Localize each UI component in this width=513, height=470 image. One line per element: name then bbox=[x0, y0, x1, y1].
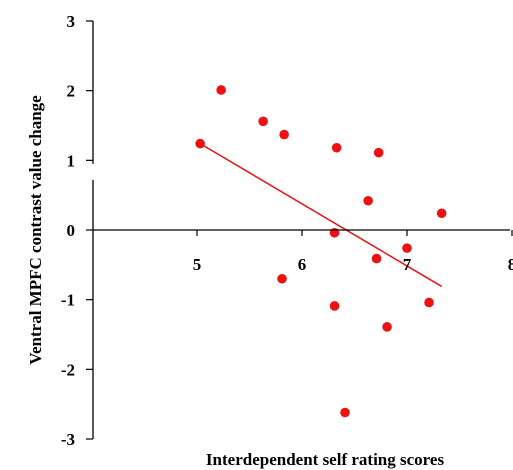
x-tick-label: 6 bbox=[298, 255, 307, 274]
data-point bbox=[216, 85, 226, 95]
y-tick-label: -2 bbox=[61, 360, 75, 379]
y-tick-label: 1 bbox=[67, 151, 76, 170]
data-point bbox=[329, 301, 340, 311]
y-tick-label: -1 bbox=[61, 291, 75, 310]
plot-area bbox=[195, 85, 447, 418]
x-axis-title: Interdependent self rating scores bbox=[206, 450, 445, 469]
data-point bbox=[363, 195, 373, 206]
data-point bbox=[402, 243, 412, 253]
data-point bbox=[424, 297, 434, 308]
data-point bbox=[373, 147, 384, 158]
data-point bbox=[436, 208, 447, 219]
y-tick-label: 0 bbox=[67, 221, 76, 240]
data-point bbox=[382, 322, 392, 332]
y-tick-label: -3 bbox=[61, 430, 75, 449]
data-point bbox=[277, 273, 287, 284]
y-tick-label: 2 bbox=[67, 82, 76, 101]
data-point bbox=[371, 253, 382, 264]
y-tick-label: 3 bbox=[67, 12, 76, 31]
data-point bbox=[331, 142, 342, 153]
x-tick-label: 8 bbox=[508, 255, 513, 274]
data-point bbox=[258, 116, 268, 127]
data-point bbox=[195, 138, 205, 149]
data-point bbox=[279, 129, 289, 140]
x-tick-label: 5 bbox=[193, 255, 202, 274]
trend-line bbox=[199, 142, 443, 288]
data-point bbox=[340, 407, 350, 418]
y-axis-title: Ventral MPFC contrast value change bbox=[26, 95, 45, 365]
axes: 3 2 1 0 -1 -2 -3 5 6 7 8 bbox=[61, 12, 513, 449]
y-axis-gap bbox=[90, 163, 96, 180]
x-tick-label: 7 bbox=[403, 255, 412, 274]
